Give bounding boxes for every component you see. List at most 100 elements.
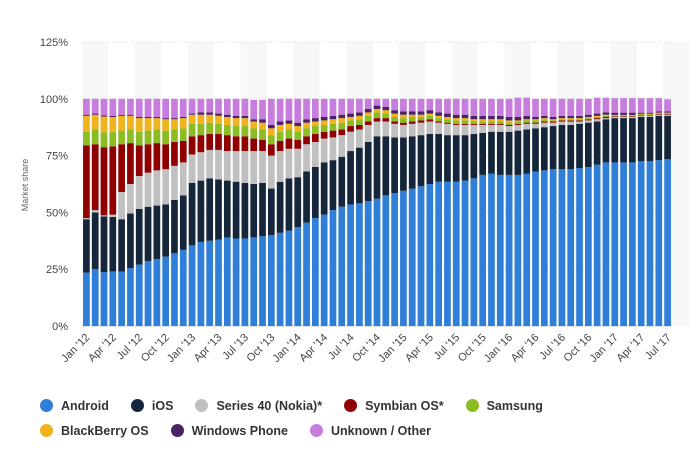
bar-segment [320, 120, 328, 125]
bar-segment [294, 126, 302, 132]
bar-stack [558, 98, 566, 326]
bar-segment [496, 131, 504, 175]
bar-segment [188, 123, 196, 137]
bar-segment [452, 124, 460, 136]
bar-segment [83, 98, 90, 115]
bar-segment [470, 98, 478, 116]
bar-segment [338, 118, 346, 123]
legend-label: Unknown / Other [330, 423, 431, 438]
bar-segment [303, 98, 310, 120]
legend-item[interactable]: Series 40 (Nokia)* [195, 397, 322, 414]
bar-segment [179, 249, 187, 326]
bar-segment [558, 169, 566, 326]
bar-segment [558, 124, 566, 170]
bar-segment [144, 261, 152, 326]
bar-segment [171, 118, 178, 120]
bar-segment [444, 98, 451, 114]
bar-segment [250, 151, 258, 184]
bar-segment [223, 98, 231, 115]
legend-item[interactable]: Symbian OS* [344, 397, 444, 414]
legend-item[interactable]: Unknown / Other [309, 422, 431, 439]
bar-segment [417, 122, 425, 136]
x-tick-label: Jan '17 [588, 332, 621, 365]
bar-segment [135, 131, 143, 146]
bar-segment [400, 137, 407, 191]
bar-segment [391, 113, 398, 117]
bar-stack [197, 98, 205, 326]
bar-segment [505, 131, 513, 175]
bar-segment [338, 135, 346, 157]
bar-segment [549, 119, 557, 121]
bar-segment [215, 113, 222, 116]
bar-segment [400, 122, 407, 125]
bar-segment [620, 98, 627, 113]
bar-segment [364, 98, 372, 110]
bar-segment [100, 115, 108, 117]
bar-stack [373, 98, 381, 326]
bar-segment [461, 180, 469, 326]
bar-stack [338, 98, 346, 326]
bar-segment [637, 113, 645, 115]
bar-segment [285, 148, 293, 179]
bar-segment [488, 115, 495, 120]
bar-segment [435, 134, 442, 182]
legend-item[interactable]: Android [40, 397, 109, 414]
bar-stack [602, 97, 610, 326]
bar-segment [576, 115, 583, 119]
bar-segment [241, 126, 249, 137]
bar-segment [629, 116, 636, 119]
bar-segment [135, 116, 143, 119]
bar-segment [83, 272, 90, 326]
bar-segment [338, 98, 346, 115]
bar-segment [540, 119, 548, 122]
legend-swatch [344, 399, 358, 412]
bar-segment [232, 181, 240, 239]
bar-segment [479, 174, 487, 326]
bar-segment [118, 98, 125, 115]
bar-stack [540, 98, 548, 326]
bar-segment [532, 120, 539, 123]
bar-segment [400, 98, 407, 112]
bar-segment [144, 116, 152, 119]
bar-segment [558, 120, 566, 122]
bar-stack [479, 98, 487, 326]
legend-item[interactable]: BlackBerry OS [40, 422, 149, 439]
bar-segment [347, 120, 354, 127]
bar-stack [496, 98, 504, 326]
bar-segment [100, 132, 108, 148]
bar-stack [523, 97, 531, 326]
x-tick-label: Apr '15 [403, 332, 436, 365]
bar-segment [267, 128, 275, 136]
bar-segment [637, 115, 645, 117]
legend-item[interactable]: Windows Phone [170, 422, 288, 439]
bar-segment [567, 119, 575, 121]
bar-segment [664, 114, 671, 115]
bar-segment [259, 129, 266, 140]
bar-segment [162, 204, 170, 257]
bar-segment [567, 120, 575, 122]
bar-segment [303, 119, 310, 123]
bar-segment [206, 114, 214, 123]
bar-segment [320, 98, 328, 117]
legend-item[interactable]: Samsung [465, 397, 543, 414]
bar-segment [285, 230, 293, 326]
bar-segment [179, 128, 187, 141]
bar-segment [655, 113, 663, 115]
bar-segment [602, 116, 610, 119]
bar-segment [329, 210, 337, 326]
bar-segment [593, 121, 601, 165]
bar-segment [223, 114, 231, 117]
bar-segment [417, 114, 425, 117]
bar-segment [250, 99, 258, 120]
bar-segment [347, 116, 354, 121]
bar-segment [452, 181, 460, 326]
bar-segment [488, 173, 495, 326]
bar-segment [356, 112, 363, 116]
bar-stack [505, 98, 513, 326]
bar-stack [100, 98, 108, 326]
legend-item[interactable]: iOS [130, 397, 173, 414]
bar-segment [276, 121, 284, 125]
bar-stack [408, 98, 416, 326]
bar-segment [505, 120, 513, 123]
bar-segment [382, 110, 390, 114]
